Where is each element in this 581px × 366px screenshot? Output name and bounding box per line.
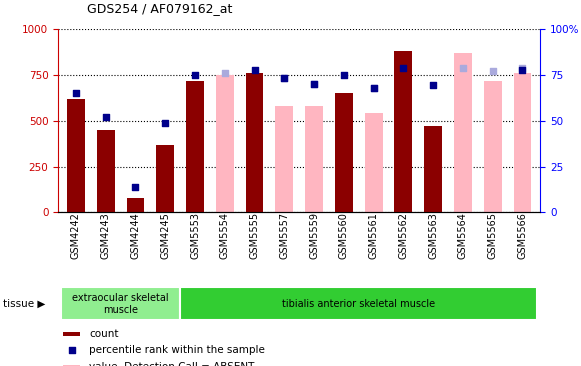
Point [518, 67, 527, 72]
Bar [97, 130, 114, 212]
Text: GSM5553: GSM5553 [190, 212, 200, 259]
Text: GSM5555: GSM5555 [250, 212, 260, 259]
Text: GSM4243: GSM4243 [101, 212, 111, 259]
Text: GSM5559: GSM5559 [309, 212, 319, 259]
Text: GSM5554: GSM5554 [220, 212, 230, 259]
Text: GSM5560: GSM5560 [339, 212, 349, 259]
Text: GSM5557: GSM5557 [279, 212, 289, 259]
Point [71, 90, 81, 96]
Point [101, 114, 110, 120]
Bar [216, 75, 234, 212]
Text: GSM5561: GSM5561 [368, 212, 379, 259]
Bar [156, 145, 174, 212]
Text: GDS254 / AF079162_at: GDS254 / AF079162_at [87, 1, 232, 15]
Text: GSM5564: GSM5564 [458, 212, 468, 259]
Text: count: count [89, 329, 119, 339]
Bar [246, 73, 264, 212]
Bar [335, 93, 353, 212]
Point [279, 75, 289, 81]
Text: GSM5563: GSM5563 [428, 212, 438, 259]
Bar [514, 73, 532, 212]
Bar [127, 198, 145, 212]
Point [399, 65, 408, 71]
Point [369, 85, 378, 91]
Bar [365, 113, 382, 212]
Bar [275, 106, 293, 212]
Bar [63, 365, 80, 366]
Point [220, 70, 229, 76]
Point [67, 347, 76, 353]
Point [310, 81, 319, 87]
Point [250, 68, 259, 74]
Point [191, 72, 200, 78]
Point [339, 72, 349, 78]
Text: GSM5566: GSM5566 [518, 212, 528, 259]
Bar [67, 99, 85, 212]
Point [429, 82, 438, 88]
Bar [305, 106, 323, 212]
Point [131, 184, 140, 190]
Text: GSM5562: GSM5562 [399, 212, 408, 259]
Bar [394, 51, 413, 212]
Text: extraocular skeletal
muscle: extraocular skeletal muscle [72, 293, 169, 315]
Bar [424, 126, 442, 212]
Text: GSM4242: GSM4242 [71, 212, 81, 259]
Text: GSM4245: GSM4245 [160, 212, 170, 259]
Bar [484, 81, 501, 212]
Text: value, Detection Call = ABSENT: value, Detection Call = ABSENT [89, 362, 255, 366]
Bar [180, 287, 537, 320]
Text: tissue ▶: tissue ▶ [3, 299, 45, 309]
Text: GSM5565: GSM5565 [487, 212, 498, 259]
Point [518, 65, 527, 71]
Point [160, 120, 170, 126]
Bar [61, 287, 180, 320]
Text: percentile rank within the sample: percentile rank within the sample [89, 346, 266, 355]
Bar [186, 81, 204, 212]
Point [369, 85, 378, 91]
Point [458, 65, 468, 71]
Text: tibialis anterior skeletal muscle: tibialis anterior skeletal muscle [282, 299, 435, 309]
Text: GSM4244: GSM4244 [131, 212, 141, 259]
Point [488, 68, 497, 74]
Point [279, 75, 289, 81]
Bar [63, 332, 80, 336]
Point [310, 81, 319, 87]
Bar [454, 53, 472, 212]
